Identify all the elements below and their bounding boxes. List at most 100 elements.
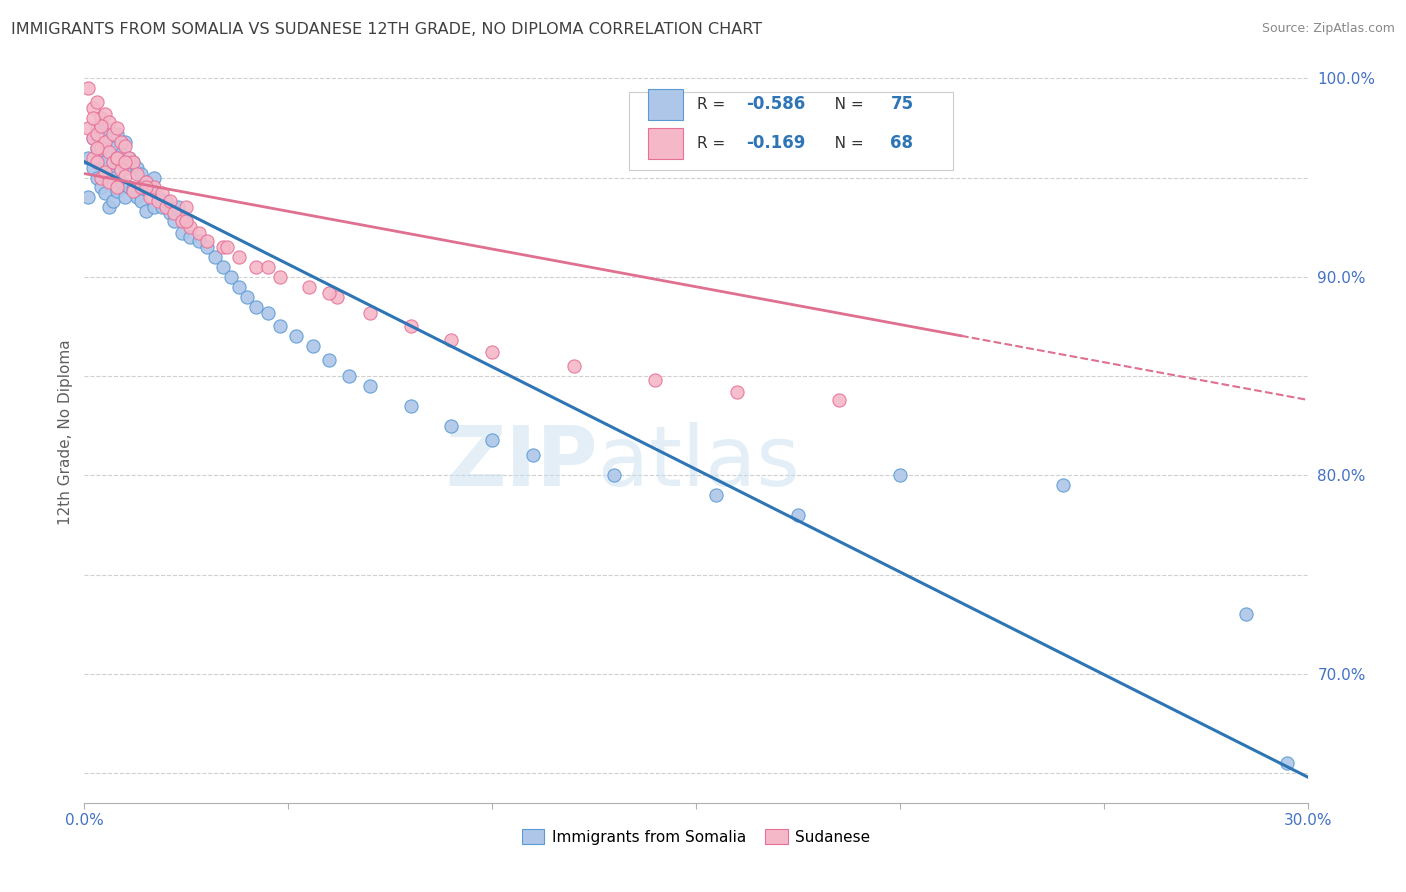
Point — [339, 369, 361, 384]
Text: N =: N = — [820, 97, 868, 112]
Point — [245, 260, 267, 274]
Point — [150, 200, 173, 214]
Point — [101, 170, 124, 185]
Point — [1236, 607, 1258, 622]
Point — [93, 120, 115, 135]
Point — [212, 240, 235, 254]
Point — [86, 127, 108, 141]
Point — [318, 353, 340, 368]
Point — [1277, 756, 1299, 770]
Point — [359, 379, 381, 393]
Point — [105, 185, 128, 199]
Point — [86, 95, 108, 110]
Point — [150, 186, 173, 201]
Point — [522, 449, 544, 463]
Point — [118, 151, 141, 165]
Point — [228, 250, 250, 264]
Point — [562, 359, 585, 373]
Point — [114, 169, 136, 183]
Point — [142, 200, 165, 214]
Point — [179, 220, 201, 235]
Point — [114, 138, 136, 153]
Point — [603, 468, 626, 483]
Text: 68: 68 — [890, 135, 914, 153]
Point — [127, 190, 149, 204]
Point — [1052, 478, 1074, 492]
Point — [135, 175, 157, 189]
Point — [217, 240, 239, 254]
Point — [135, 204, 157, 219]
Point — [142, 170, 165, 185]
Legend: Immigrants from Somalia, Sudanese: Immigrants from Somalia, Sudanese — [516, 822, 876, 851]
Point — [86, 170, 108, 185]
Point — [105, 127, 128, 141]
Point — [142, 180, 165, 194]
Point — [105, 180, 128, 194]
Point — [174, 214, 197, 228]
Point — [114, 161, 136, 175]
Point — [110, 135, 132, 149]
Point — [159, 194, 181, 209]
Point — [114, 154, 136, 169]
Point — [269, 319, 291, 334]
Point — [155, 194, 177, 209]
Point — [131, 194, 153, 209]
Point — [257, 305, 280, 319]
Point — [97, 135, 120, 149]
Point — [172, 214, 194, 228]
Text: N =: N = — [820, 136, 868, 151]
Point — [228, 279, 250, 293]
Point — [257, 260, 280, 274]
Point — [97, 175, 120, 189]
Point — [146, 194, 169, 209]
Point — [110, 162, 132, 177]
Point — [212, 260, 235, 274]
Point — [86, 141, 108, 155]
Point — [82, 111, 104, 125]
Point — [90, 111, 112, 125]
Point — [828, 392, 851, 407]
Point — [174, 214, 197, 228]
Point — [167, 200, 190, 214]
Text: R =: R = — [697, 97, 730, 112]
Point — [187, 234, 209, 248]
Text: ZIP: ZIP — [446, 422, 598, 503]
Point — [97, 167, 120, 181]
Point — [440, 418, 463, 433]
Text: 75: 75 — [890, 95, 914, 113]
Point — [86, 141, 108, 155]
Point — [90, 111, 112, 125]
Point — [245, 300, 267, 314]
Point — [195, 240, 218, 254]
Point — [105, 151, 128, 165]
Text: -0.586: -0.586 — [747, 95, 806, 113]
Bar — [648, 89, 682, 120]
Point — [159, 206, 181, 220]
Point — [101, 141, 124, 155]
Point — [219, 269, 242, 284]
Y-axis label: 12th Grade, No Diploma: 12th Grade, No Diploma — [58, 340, 73, 525]
Point — [105, 151, 128, 165]
Point — [131, 167, 153, 181]
Point — [101, 127, 124, 141]
Point — [174, 200, 197, 214]
Text: R =: R = — [697, 136, 730, 151]
Point — [114, 135, 136, 149]
Point — [97, 145, 120, 159]
Text: atlas: atlas — [598, 422, 800, 503]
Point — [77, 81, 100, 95]
Point — [114, 190, 136, 204]
Point — [86, 120, 108, 135]
Point — [163, 214, 186, 228]
Point — [122, 182, 145, 196]
Text: -0.169: -0.169 — [747, 135, 806, 153]
Point — [77, 120, 100, 135]
Point — [90, 170, 112, 185]
Point — [110, 175, 132, 189]
Point — [77, 190, 100, 204]
Point — [269, 269, 291, 284]
Point — [172, 226, 194, 240]
Point — [135, 175, 157, 189]
Point — [179, 230, 201, 244]
Point — [187, 226, 209, 240]
